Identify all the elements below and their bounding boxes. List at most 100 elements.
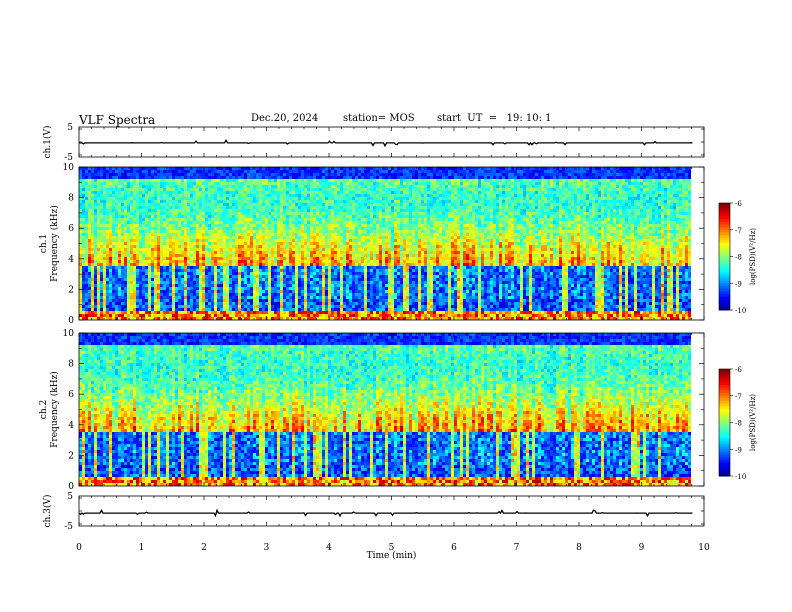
ch2-ytick-label: 6 (68, 390, 74, 400)
colorbar-step (719, 435, 730, 440)
ch1-ytick-label: 2 (68, 285, 74, 295)
ch1-colorbar-tick-label: -9 (735, 280, 742, 288)
colorbar-step (719, 369, 730, 373)
colorbar-step (719, 224, 730, 228)
ch2-colorbar-tick-label: -6 (735, 366, 742, 374)
colorbar-step (719, 398, 730, 402)
ch1-trace (79, 139, 693, 148)
ch1-frame (78, 126, 705, 158)
colorbar-step (719, 422, 730, 426)
colorbar-step (719, 462, 730, 466)
x-tick-label: 2 (201, 543, 207, 553)
colorbar-step (719, 205, 730, 209)
ch1-cells (79, 167, 691, 320)
ch2-colorbar-tick-label: -10 (735, 473, 746, 481)
colorbar-step (719, 288, 730, 292)
colorbar-step (719, 470, 730, 474)
colorbar-step (719, 245, 730, 249)
ch1-colorbar-label: log(PSD)(V²/Hz) (749, 228, 757, 285)
ch2-colorbar-tick-label: -9 (735, 446, 742, 454)
colorbar-step (719, 275, 730, 279)
x-tick-label: 10 (698, 543, 710, 553)
colorbar-step (719, 299, 730, 303)
colorbar-step (719, 387, 730, 391)
ch2-colorbar-label: log(PSD)(V²/Hz) (749, 394, 757, 451)
colorbar-step (719, 304, 730, 308)
colorbar-step (719, 301, 730, 306)
ch2-colorbar-tick-label: -7 (735, 393, 742, 401)
colorbar-step (719, 419, 730, 423)
ch1-colorbar-tick-label: -6 (735, 200, 742, 208)
colorbar-step (719, 229, 730, 233)
colorbar-step (719, 467, 730, 472)
ch1-colorbar-tick-label: -8 (735, 254, 742, 262)
colorbar-step (719, 441, 730, 445)
colorbar-step (719, 269, 730, 274)
x-tick-label: 8 (576, 543, 582, 553)
ch2-colorbar-tick-label: -8 (735, 420, 742, 428)
ch2-cells (79, 333, 691, 486)
colorbar-step (719, 267, 730, 271)
x-tick-label: 1 (139, 543, 145, 553)
colorbar-step (719, 385, 730, 389)
colorbar-step (719, 277, 730, 282)
colorbar-step (719, 307, 730, 311)
ch2-ytick-label: 0 (68, 482, 74, 492)
colorbar-step (719, 451, 730, 456)
colorbar-step (719, 211, 730, 215)
colorbar-step (719, 235, 730, 239)
ch1-ytick-label: 0 (68, 316, 74, 326)
colorbar-step (719, 203, 730, 207)
colorbar-step (719, 459, 730, 464)
ch2-ylabel-channel: ch.2 (39, 400, 49, 419)
ch1-ylabel: ch.1(V) (42, 126, 53, 159)
ch2-ytick-label: 8 (68, 360, 74, 370)
colorbar-step (719, 382, 730, 386)
date-label: Dec.20, 2024 (251, 113, 318, 124)
ch3-frame (78, 495, 705, 527)
x-tick-label: 0 (76, 543, 82, 553)
colorbar-step (719, 261, 730, 266)
colorbar-step (719, 403, 730, 407)
ch2-ylabel-frequency: Frequency (kHz) (49, 371, 60, 448)
colorbar-step (719, 395, 730, 399)
colorbar-step (719, 208, 730, 212)
colorbar-step (719, 409, 730, 413)
ch1-ytick-bottom: -5 (64, 153, 73, 163)
ch3-ytick-top: 5 (67, 492, 73, 502)
colorbar-step (719, 291, 730, 295)
colorbar-step (719, 272, 730, 276)
ch1-ytick-label: 6 (68, 224, 74, 234)
colorbar-step (719, 240, 730, 244)
colorbar-step (719, 417, 730, 421)
colorbar-step (719, 371, 730, 375)
ch2-ytick-label: 4 (68, 421, 74, 431)
colorbar-step (719, 293, 730, 298)
colorbar-step (719, 393, 730, 397)
ch1-colorbar-tick-label: -7 (735, 227, 742, 235)
colorbar-step (719, 457, 730, 461)
x-axis-label: Time (min) (367, 550, 417, 561)
colorbar-step (719, 251, 730, 255)
colorbar-step (719, 253, 730, 257)
x-tick-label: 6 (451, 543, 457, 553)
ch1-ytick-label: 8 (68, 194, 74, 204)
colorbar-step (719, 430, 730, 434)
colorbar-step (719, 443, 730, 448)
ch1-ytick-label: 10 (63, 163, 75, 173)
colorbar-step (719, 401, 730, 405)
ch3-ytick-bottom: -5 (64, 522, 73, 532)
colorbar-step (719, 213, 730, 217)
colorbar-step (719, 256, 730, 260)
start-time-label: start UT = 19: 10: 1 (437, 113, 552, 124)
colorbar-step (719, 248, 730, 252)
ch3-trace (78, 508, 693, 518)
ch1-ytick-label: 4 (68, 255, 74, 265)
colorbar-step (719, 283, 730, 287)
colorbar-step (719, 264, 730, 268)
colorbar-step (719, 379, 730, 383)
colorbar-step (719, 377, 730, 381)
x-tick-label: 9 (639, 543, 645, 553)
colorbar-step (719, 414, 730, 418)
